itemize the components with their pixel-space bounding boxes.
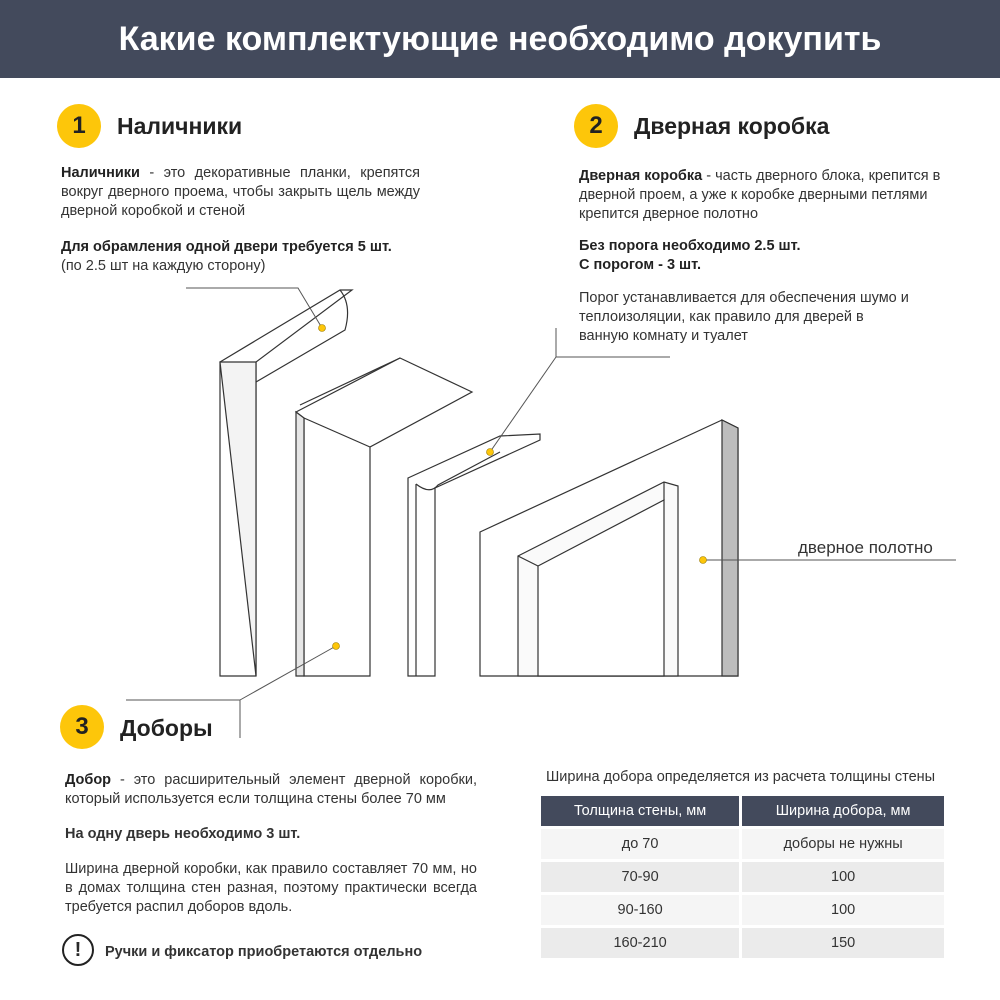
- table-caption: Ширина добора определяется из расчета то…: [546, 769, 936, 785]
- section-title-nalichniki: Наличники: [117, 113, 243, 139]
- desc-text: - это расширительный элемент дверной кор…: [65, 772, 477, 807]
- term: Наличники: [61, 165, 140, 181]
- dobor-width-table: Толщина стены, мм Ширина добора, мм до 7…: [538, 793, 947, 961]
- page-header: Какие комплектующие необходимо докупить: [0, 0, 1000, 78]
- desc-text: - часть дверного блока, крепится в дверн…: [579, 168, 941, 222]
- table-header: Толщина стены, мм: [541, 796, 740, 826]
- korobka-drawing: [407, 433, 541, 677]
- dobor-drawing: [294, 357, 474, 677]
- desc-text: - это декоративные планки, крепятся вокр…: [61, 165, 420, 219]
- marker-dot: [699, 556, 707, 564]
- page-title: Какие комплектующие необходимо докупить: [118, 19, 882, 58]
- marker-dot: [486, 448, 494, 456]
- table-cell: до 70: [541, 829, 740, 859]
- door-leaf-label: дверное полотно: [798, 538, 933, 557]
- table-row: до 70 доборы не нужны: [541, 829, 944, 859]
- table-cell: доборы не нужны: [742, 829, 944, 859]
- req-note: (по 2.5 шт на каждую сторону): [61, 258, 266, 274]
- req-bold: Для обрамления одной двери требуется 5 ш…: [61, 239, 392, 255]
- table-cell: 90-160: [541, 895, 740, 925]
- nalichniki-requirement: Для обрамления одной двери требуется 5 ш…: [61, 238, 431, 276]
- step-badge-1: 1: [57, 104, 101, 148]
- table-cell: 100: [742, 862, 944, 892]
- term: Добор: [65, 772, 112, 788]
- korobka-requirement: Без порога необходимо 2.5 шт. С порогом -…: [579, 237, 959, 275]
- req2: С порогом - 3 шт.: [579, 257, 701, 273]
- section-title-dobory: Доборы: [120, 715, 213, 741]
- step-badge-3: 3: [60, 705, 104, 749]
- dobory-requirement: На одну дверь необходимо 3 шт.: [65, 826, 301, 842]
- table-row: 70-90 100: [541, 862, 944, 892]
- table-cell: 100: [742, 895, 944, 925]
- nalichniki-description: Наличники - это декоративные планки, кре…: [61, 164, 420, 221]
- term: Дверная коробка: [579, 168, 703, 184]
- korobka-note: Порог устанавливается для обеспечения шу…: [579, 290, 909, 344]
- table-cell: 150: [742, 928, 944, 958]
- step-badge-2: 2: [574, 104, 618, 148]
- table-cell: 70-90: [541, 862, 740, 892]
- req1: Без порога необходимо 2.5 шт.: [579, 238, 801, 254]
- dobory-note: Ширина дверной коробки, как правило сост…: [65, 861, 477, 915]
- marker-dot: [318, 324, 326, 332]
- warning-text: Ручки и фиксатор приобретаются отдельно: [105, 944, 423, 960]
- table-header: Ширина добора, мм: [742, 796, 944, 826]
- marker-dot: [332, 642, 340, 650]
- table-row: 90-160 100: [541, 895, 944, 925]
- table-row: 160-210 150: [541, 928, 944, 958]
- table-cell: 160-210: [541, 928, 740, 958]
- section-title-korobka: Дверная коробка: [634, 113, 830, 139]
- exclamation-circle-icon: !: [62, 934, 94, 966]
- korobka-description: Дверная коробка - часть дверного блока, …: [579, 167, 964, 224]
- dobory-description: Добор - это расширительный элемент дверн…: [65, 771, 477, 809]
